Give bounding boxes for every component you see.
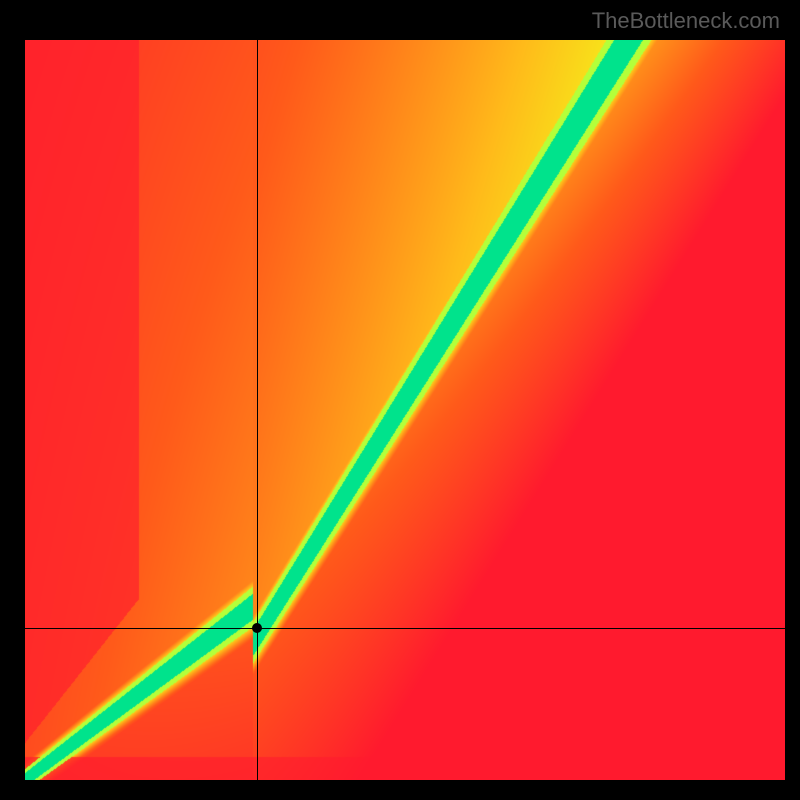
plot-area — [25, 40, 785, 780]
intersection-marker — [252, 623, 262, 633]
heatmap-canvas — [25, 40, 785, 780]
crosshair-vertical — [257, 40, 258, 780]
chart-container: TheBottleneck.com — [0, 0, 800, 800]
crosshair-horizontal — [25, 628, 785, 629]
watermark-text: TheBottleneck.com — [592, 8, 780, 34]
